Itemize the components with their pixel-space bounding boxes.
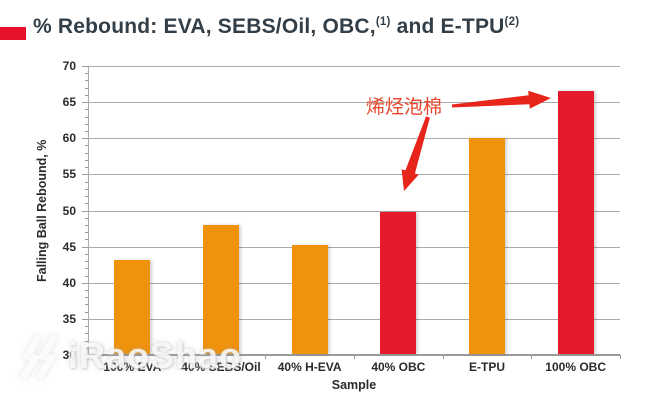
y-minor-tick xyxy=(85,217,88,219)
y-tick-label-50: 50 xyxy=(62,203,76,218)
y-minor-tick xyxy=(85,159,88,161)
y-tick-label-60: 60 xyxy=(62,131,76,146)
annotation-label: 烯烃泡棉 xyxy=(366,97,443,118)
y-tick-label-65: 65 xyxy=(62,95,76,110)
x-label-100-eva: 100% EVA xyxy=(103,360,162,374)
y-major-tick xyxy=(82,210,88,212)
page-title-text: % Rebound: EVA, SEBS/Oil, OBC, xyxy=(33,15,376,38)
y-tick-label-45: 45 xyxy=(62,239,76,254)
y-minor-tick xyxy=(85,311,88,313)
gridline-55 xyxy=(88,174,620,176)
y-minor-tick xyxy=(85,196,88,198)
y-major-tick xyxy=(82,138,88,140)
x-tick xyxy=(88,355,89,359)
y-minor-tick xyxy=(85,347,88,349)
x-label-e-tpu: E-TPU xyxy=(468,360,505,374)
y-major-tick xyxy=(82,355,88,356)
y-minor-tick xyxy=(85,253,88,255)
y-minor-tick xyxy=(85,131,88,133)
y-minor-tick xyxy=(85,116,88,118)
page-title: % Rebound: EVA, SEBS/Oil, OBC,(1) and E-… xyxy=(33,15,519,39)
y-minor-tick xyxy=(85,224,88,226)
y-major-tick xyxy=(82,318,88,320)
y-minor-tick xyxy=(85,289,88,291)
x-label-40-obc: 40% OBC xyxy=(371,360,426,374)
y-minor-tick xyxy=(85,340,88,342)
gridline-40 xyxy=(88,282,620,284)
x-tick xyxy=(442,355,444,359)
y-minor-tick xyxy=(85,145,88,147)
bar-e-tpu xyxy=(469,138,505,354)
bar-40-h-eva xyxy=(291,245,328,354)
y-minor-tick xyxy=(85,232,88,234)
x-tick xyxy=(531,355,533,359)
y-minor-tick xyxy=(85,261,88,263)
y-minor-tick xyxy=(85,123,88,125)
y-minor-tick xyxy=(85,181,88,183)
gridline-60 xyxy=(88,138,620,140)
y-major-tick xyxy=(82,174,88,176)
arrow-to-100-obc-icon xyxy=(451,90,551,109)
y-tick-label-35: 35 xyxy=(62,311,76,326)
arrow-to-40-obc-icon xyxy=(401,116,430,191)
y-minor-tick xyxy=(85,73,88,75)
y-major-tick xyxy=(82,102,88,104)
footnote-ref-2: (2) xyxy=(504,16,520,28)
y-minor-tick xyxy=(85,94,88,96)
y-minor-tick xyxy=(85,333,88,335)
y-minor-tick xyxy=(85,188,88,190)
y-minor-tick xyxy=(85,203,88,205)
x-label-40-sebs-oil: 40% SEBS/Oil xyxy=(181,360,261,374)
gridline-70 xyxy=(88,66,620,67)
bar-100-obc xyxy=(557,91,594,354)
x-label-40-h-eva: 40% H-EVA xyxy=(277,360,342,374)
bar-40-sebs-oil xyxy=(203,224,239,354)
y-tick-label-30: 30 xyxy=(62,348,76,362)
y-major-tick xyxy=(82,66,88,67)
y-minor-tick xyxy=(85,80,88,82)
y-minor-tick xyxy=(85,268,88,270)
gridline-35 xyxy=(88,318,620,320)
footnote-ref-1: (1) xyxy=(375,16,391,28)
y-axis-line xyxy=(88,66,89,355)
y-tick-label-70: 70 xyxy=(62,59,76,73)
y-minor-tick xyxy=(85,87,88,89)
y-minor-tick xyxy=(85,109,88,111)
x-tick xyxy=(176,355,178,359)
bar-40-obc xyxy=(380,211,417,354)
x-tick xyxy=(265,355,267,359)
gridline-65 xyxy=(88,102,620,104)
page-title-text-2: and E-TPU xyxy=(390,15,505,38)
title-bullet xyxy=(0,27,26,40)
gridline-50 xyxy=(88,210,620,212)
y-minor-tick xyxy=(85,275,88,277)
y-minor-tick xyxy=(85,297,88,299)
y-tick-label-55: 55 xyxy=(62,167,76,182)
y-minor-tick xyxy=(85,326,88,328)
x-axis-title: Sample xyxy=(331,378,377,392)
x-tick xyxy=(354,355,355,359)
y-minor-tick xyxy=(85,152,88,154)
y-minor-tick xyxy=(85,167,88,169)
y-major-tick xyxy=(82,246,88,248)
y-minor-tick xyxy=(85,239,88,241)
x-label-100-obc: 100% OBC xyxy=(545,360,606,374)
y-minor-tick xyxy=(85,304,88,306)
x-tick xyxy=(620,355,621,359)
gridline-45 xyxy=(88,246,620,248)
y-tick-label-40: 40 xyxy=(62,275,76,290)
y-major-tick xyxy=(82,282,88,284)
bar-100-eva xyxy=(114,259,151,354)
